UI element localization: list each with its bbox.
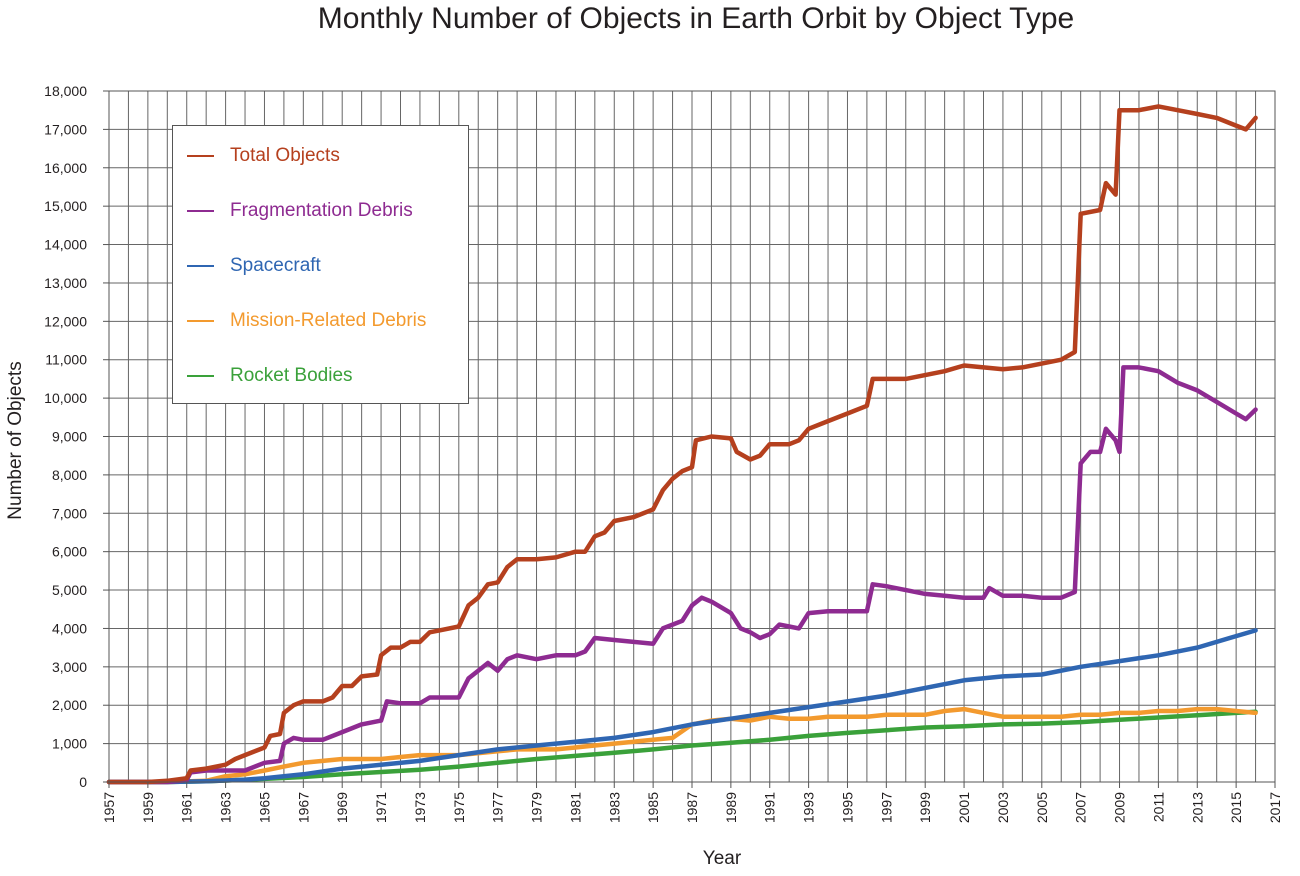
x-tick-label: 1961	[179, 792, 195, 823]
x-tick-label: 1987	[684, 792, 700, 823]
x-tick-label: 2013	[1189, 792, 1205, 823]
x-tick-label: 1957	[101, 792, 117, 823]
y-tick-label: 15,000	[44, 198, 87, 214]
x-tick-label: 2005	[1034, 792, 1050, 823]
y-axis-ticks: 0 1,000 2,000 3,000 4,000 5,000 6,000 7,000 8,00…	[44, 83, 109, 790]
x-tick-label: 1981	[567, 792, 583, 823]
x-axis-label: Year	[703, 848, 742, 869]
x-tick-label: 2007	[1073, 792, 1089, 823]
x-tick-label: 1975	[451, 792, 467, 823]
chart-legend: Total Objects Fragmentation Debris Spacecr…	[172, 125, 469, 404]
legend-item: Spacecraft	[187, 254, 321, 278]
x-axis-ticks: 1957 1959 1961 1963 1965 1967 1969 1971 1973 1975…	[101, 782, 1283, 823]
x-tick-label: 2003	[995, 792, 1011, 823]
x-tick-label: 1967	[295, 792, 311, 823]
legend-swatch	[187, 265, 214, 267]
x-tick-label: 1983	[606, 792, 622, 823]
y-tick-label: 8,000	[52, 467, 87, 483]
legend-swatch	[187, 375, 214, 377]
legend-label: Fragmentation Debris	[230, 200, 413, 221]
x-tick-label: 1995	[839, 792, 855, 823]
x-tick-label: 1991	[762, 792, 778, 823]
legend-label: Spacecraft	[230, 255, 321, 276]
x-tick-label: 1959	[140, 792, 156, 823]
y-tick-label: 5,000	[52, 582, 87, 598]
y-axis-label: Number of Objects	[5, 361, 26, 519]
series-line-spacecraft	[106, 628, 1258, 785]
y-tick-label: 9,000	[52, 429, 87, 445]
legend-item: Total Objects	[187, 144, 340, 168]
y-tick-label: 7,000	[52, 505, 87, 521]
y-tick-label: 11,000	[45, 352, 87, 368]
chart-title: Monthly Number of Objects in Earth Orbit…	[317, 2, 1075, 35]
y-tick-label: 18,000	[44, 83, 87, 99]
x-tick-label: 1993	[801, 792, 817, 823]
legend-item: Rocket Bodies	[187, 364, 353, 388]
y-tick-label: 16,000	[44, 160, 87, 176]
y-tick-label: 14,000	[44, 237, 87, 253]
y-tick-label: 13,000	[44, 275, 87, 291]
x-tick-label: 2011	[1150, 792, 1166, 822]
x-tick-label: 1971	[373, 792, 389, 823]
x-tick-label: 1963	[218, 792, 234, 823]
series-line-rocket-bodies	[106, 709, 1258, 785]
x-tick-label: 2009	[1112, 792, 1128, 823]
y-tick-label: 4,000	[52, 620, 87, 636]
legend-swatch	[187, 320, 214, 322]
series-lines	[106, 104, 1258, 785]
y-tick-label: 12,000	[44, 313, 87, 329]
x-tick-label: 2017	[1267, 792, 1283, 823]
x-tick-label: 2015	[1228, 792, 1244, 823]
legend-label: Total Objects	[230, 145, 340, 166]
x-tick-label: 1973	[412, 792, 428, 823]
y-tick-label: 3,000	[52, 659, 87, 675]
x-tick-label: 1965	[256, 792, 272, 823]
series-line-fragmentation-debris	[106, 365, 1258, 785]
series-line-total-objects	[106, 104, 1258, 785]
legend-label: Mission-Related Debris	[230, 310, 427, 331]
y-tick-label: 10,000	[44, 390, 87, 406]
x-tick-label: 1979	[529, 792, 545, 823]
x-tick-label: 1997	[878, 792, 894, 823]
legend-swatch	[187, 210, 214, 212]
y-tick-label: 1,000	[52, 736, 87, 752]
x-tick-label: 1989	[723, 792, 739, 823]
y-tick-label: 0	[79, 774, 87, 790]
x-tick-label: 1969	[334, 792, 350, 823]
y-tick-label: 6,000	[52, 544, 87, 560]
x-tick-label: 1985	[645, 792, 661, 823]
legend-item: Mission-Related Debris	[187, 309, 426, 333]
y-tick-label: 2,000	[52, 697, 87, 713]
legend-swatch	[187, 155, 214, 157]
y-tick-label: 17,000	[44, 121, 87, 137]
x-tick-label: 1999	[917, 792, 933, 823]
legend-item: Fragmentation Debris	[187, 199, 413, 223]
x-tick-label: 1977	[490, 792, 506, 823]
legend-label: Rocket Bodies	[230, 365, 353, 386]
x-tick-label: 2001	[956, 792, 972, 823]
